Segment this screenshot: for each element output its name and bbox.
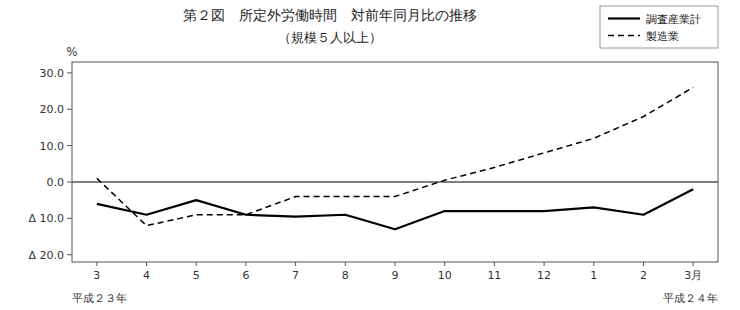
y-tick-label: 0.0 <box>47 176 65 189</box>
x-tick-label: 10 <box>438 269 452 282</box>
x-tick-label: 1 <box>590 269 597 282</box>
x-tick <box>494 262 495 266</box>
x-axis: 3456789101112123月 <box>93 262 702 282</box>
x-tick-label: 5 <box>193 269 200 282</box>
y-tick <box>67 109 72 110</box>
x-tick <box>643 262 644 266</box>
y-tick <box>67 254 72 255</box>
annotation: 平成２４年 <box>663 292 718 305</box>
subtitle: （規模５人以上） <box>278 30 382 45</box>
x-tick <box>544 262 545 266</box>
legend: 調査産業計製造業 <box>600 6 718 48</box>
y-axis-label: % <box>66 45 77 59</box>
y-tick <box>67 182 72 183</box>
x-tick-label: 9 <box>392 269 399 282</box>
x-tick <box>693 262 694 266</box>
x-tick-label: 7 <box>292 269 299 282</box>
x-tick <box>444 262 445 266</box>
x-tick <box>395 262 396 266</box>
series-line <box>97 189 693 229</box>
legend-label: 製造業 <box>646 30 679 43</box>
x-tick-label: 2 <box>640 269 647 282</box>
x-tick <box>245 262 246 266</box>
series-group <box>97 87 693 229</box>
x-tick-label: 8 <box>342 269 349 282</box>
y-tick <box>67 218 72 219</box>
x-tick <box>196 262 197 266</box>
x-tick <box>345 262 346 266</box>
y-axis: Δ 20.0 Δ 10.0 0.0 10.0 20.0 30.0 <box>28 67 718 262</box>
y-tick-label: Δ 10.0 <box>28 212 64 225</box>
x-tick-label: 12 <box>537 269 551 282</box>
title: 第２図 所定外労働時間 対前年同月比の推移 <box>183 7 477 23</box>
x-tick-label: 3月 <box>684 269 702 282</box>
x-tick <box>96 262 97 266</box>
zero-line <box>72 181 718 182</box>
y-tick-label: Δ 20.0 <box>28 249 64 262</box>
x-tick <box>146 262 147 266</box>
x-tick-label: 6 <box>242 269 249 282</box>
y-tick <box>67 145 72 146</box>
x-tick-label: 4 <box>143 269 150 282</box>
y-tick-label: 20.0 <box>40 103 65 116</box>
x-tick <box>593 262 594 266</box>
y-tick-label: 30.0 <box>40 67 65 80</box>
x-tick-label: 3 <box>93 269 100 282</box>
series-line <box>97 87 693 225</box>
y-tick-label: 10.0 <box>40 140 65 153</box>
x-tick-label: 11 <box>487 269 501 282</box>
legend-label: 調査産業計 <box>646 13 701 26</box>
legend-box <box>600 6 718 48</box>
chart: 第２図 所定外労働時間 対前年同月比の推移 （規模５人以上）% Δ 20.0 Δ 10… <box>0 0 740 310</box>
legend-swatch <box>608 35 640 37</box>
x-tick <box>295 262 296 266</box>
legend-swatch <box>608 17 640 19</box>
plot-frame <box>72 62 718 262</box>
annotation: 平成２３年 <box>72 292 127 305</box>
y-tick <box>67 72 72 73</box>
